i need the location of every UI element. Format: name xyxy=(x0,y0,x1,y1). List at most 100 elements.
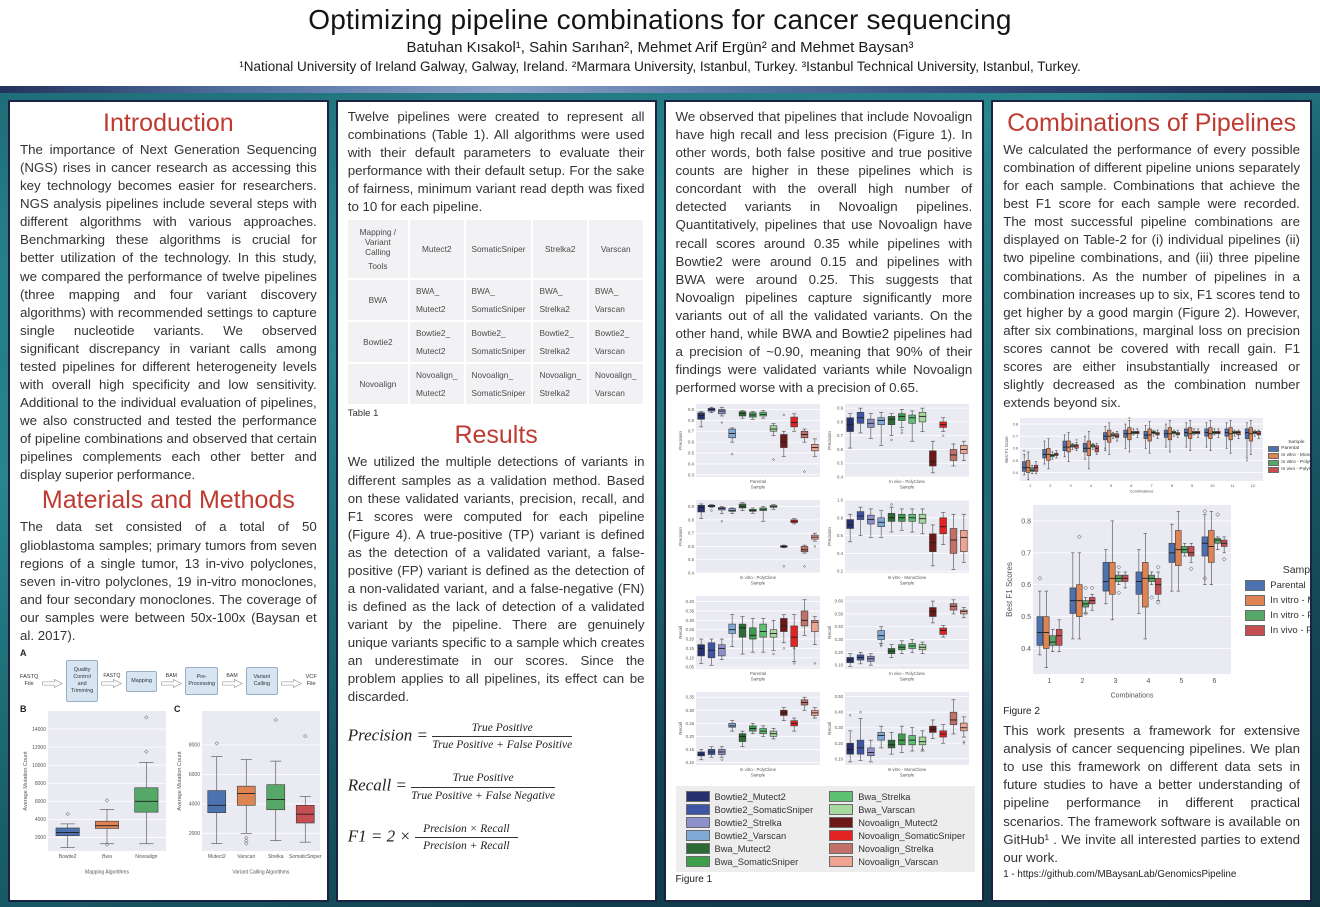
table-cell: BWA_ Varscan xyxy=(588,280,645,323)
equation: Recall = True Positive True Positive + Fa… xyxy=(348,771,645,803)
figure2-caption: Figure 2 xyxy=(1003,706,1040,718)
svg-text:0.40: 0.40 xyxy=(835,710,844,715)
flow-step: Mapping xyxy=(125,670,158,692)
table-header-cell: Varscan xyxy=(588,220,645,281)
svg-text:0.4: 0.4 xyxy=(837,475,844,480)
combinations-text: We calculated the performance of every p… xyxy=(1003,142,1300,411)
pipeline-legend-entry: Novoalign_Strelka xyxy=(829,843,965,855)
svg-text:0.20: 0.20 xyxy=(835,741,844,746)
svg-text:0.2: 0.2 xyxy=(837,569,844,574)
legend-label: Parental xyxy=(1281,446,1300,452)
legend-label: Bwa_Mutect2 xyxy=(714,843,771,854)
table-cell: Bowtie2_ Strelka2 xyxy=(533,322,589,365)
flow-arrow-icon: BAM xyxy=(159,672,183,689)
legend-label: Novoalign_SomaticSniper xyxy=(858,830,966,841)
table-row-label: Bowtie2 xyxy=(347,322,410,365)
svg-text:Recall: Recall xyxy=(678,722,683,735)
flow-input: FASTQ File xyxy=(20,674,39,688)
legend-label: Novoalign_Varscan xyxy=(858,856,939,867)
svg-text:0.10: 0.10 xyxy=(835,663,844,668)
legend-swatch xyxy=(1245,594,1266,606)
pipeline-flowchart: FASTQ File Quality Control and Trimming F… xyxy=(20,660,317,703)
pipeline-legend-entry: Bowtie2_Varscan xyxy=(685,830,814,842)
pipeline-legend-entry: Bwa_Strelka xyxy=(829,791,965,803)
legend-swatch xyxy=(1245,624,1266,636)
svg-text:0.20: 0.20 xyxy=(685,637,694,642)
table-cell: BWA_ SomaticSniper xyxy=(465,280,534,323)
equation-lhs: Precision = xyxy=(347,725,433,745)
svg-text:9: 9 xyxy=(1191,483,1193,488)
methods-text: The data set consisted of a total of 50 … xyxy=(20,519,317,643)
column-methods-results: Twelve pipelines were created to represe… xyxy=(335,100,657,902)
table-cell: Novoalign_ Strelka2 xyxy=(533,364,589,407)
table-row-label: BWA xyxy=(347,280,410,323)
svg-text:0.5: 0.5 xyxy=(688,451,695,456)
svg-text:0.6: 0.6 xyxy=(1022,582,1032,589)
flow-arrow-label: BAM xyxy=(165,672,177,679)
svg-text:Average Mutation Count: Average Mutation Count xyxy=(177,751,183,811)
table-cell: Novoalign_ Varscan xyxy=(588,364,645,407)
legend-label: Parental xyxy=(1270,579,1306,591)
fig1-subplot: 0.4 0.5 0.6 0.7 0.8 0.9 Precision In vitro - Po… xyxy=(676,496,823,591)
legend-label: Bowtie2_SomaticSniper xyxy=(714,804,814,815)
svg-text:Sample: Sample xyxy=(750,581,765,586)
legend-title: Sample xyxy=(1282,563,1311,576)
legend-label: In vivo - PolyClone xyxy=(1281,467,1312,473)
svg-text:Sample: Sample xyxy=(900,581,915,586)
svg-text:3: 3 xyxy=(1070,483,1072,488)
legend-label: Bowtie2_Varscan xyxy=(714,830,787,841)
poster-header: Optimizing pipeline combinations for can… xyxy=(0,0,1320,86)
column-figure1: We observed that pipelines that include … xyxy=(663,100,985,902)
svg-text:2: 2 xyxy=(1050,483,1052,488)
svg-text:0.6: 0.6 xyxy=(837,447,844,452)
svg-text:0.4: 0.4 xyxy=(688,571,695,576)
table-row-label: Novoalign xyxy=(347,364,410,407)
svg-text:0.25: 0.25 xyxy=(685,721,694,726)
svg-text:2000: 2000 xyxy=(35,835,46,841)
fig1-subplot: 0.05 0.10 0.15 0.20 0.25 0.30 0.35 0.40 Recall Pa… xyxy=(676,592,823,687)
fig1-subplot: 0.10 0.20 0.30 0.40 0.50 Recall In vitro - Mon… xyxy=(825,688,972,783)
svg-text:1: 1 xyxy=(1048,678,1052,685)
sample-legend-entry: Parental xyxy=(1268,445,1310,452)
figure2-top-boxplot: 0.4 0.5 0.6 0.7 0.8 Best F1 Score 1 2 3 4 5 6 7 8 9 10 1… xyxy=(1003,414,1265,499)
legend-swatch xyxy=(1268,452,1280,459)
table-cell: Novoalign_ SomaticSniper xyxy=(465,364,534,407)
legend-label: In vitro - PolyClone xyxy=(1281,460,1310,466)
svg-text:11: 11 xyxy=(1231,483,1235,488)
svg-text:6: 6 xyxy=(1131,483,1133,488)
table1-caption: Table 1 xyxy=(347,408,379,420)
svg-text:In vitro - PolyClone: In vitro - PolyClone xyxy=(739,575,776,580)
figure1-legend: Bowtie2_Mutect2 Bowtie2_SomaticSniper Bowt… xyxy=(675,786,976,873)
legend-title: Sample xyxy=(1288,439,1305,445)
legend-label: In vitro - PolyClone xyxy=(1270,609,1310,621)
svg-text:6000: 6000 xyxy=(35,799,46,805)
svg-text:12: 12 xyxy=(1251,483,1255,488)
figure2-bottom-legend: Sample Parental In vitro - MonoClone In vit… xyxy=(1245,563,1311,640)
fig1-subplot: 0.10 0.15 0.20 0.25 0.30 0.35 Recall In vitro -… xyxy=(676,688,823,783)
svg-text:0.7: 0.7 xyxy=(1013,434,1018,439)
pipeline-legend-entry: Novoalign_Mutect2 xyxy=(829,817,965,829)
table-cell: Bowtie2_ Varscan xyxy=(588,322,645,365)
svg-text:0.5: 0.5 xyxy=(1022,614,1032,621)
fig1-subplot: 0.4 0.5 0.6 0.7 0.8 0.9 Precision In vivo - Pol… xyxy=(825,400,972,495)
pipeline-legend-entry: Bowtie2_Mutect2 xyxy=(685,791,814,803)
table-header-cell: SomaticSniper xyxy=(465,220,534,281)
legend-swatch xyxy=(685,804,710,816)
svg-text:0.6: 0.6 xyxy=(1013,446,1018,451)
pipeline-legend-entry: Bowtie2_Strelka xyxy=(685,817,814,829)
legend-swatch xyxy=(829,830,854,842)
svg-text:0.9: 0.9 xyxy=(688,407,695,412)
svg-text:In vitro - MonoClone: In vitro - MonoClone xyxy=(888,575,927,580)
equation-fraction: Precision × Recall Precision + Recall xyxy=(415,822,518,854)
legend-swatch xyxy=(685,791,710,803)
svg-text:0.35: 0.35 xyxy=(685,695,694,700)
svg-text:In vivo - PolyClone: In vivo - PolyClone xyxy=(889,479,925,484)
svg-text:0.05: 0.05 xyxy=(685,665,694,670)
figure1-grid: 0.3 0.4 0.5 0.6 0.7 0.8 0.9 Precision Parental Sa… xyxy=(676,400,973,783)
legend-swatch xyxy=(1268,445,1280,452)
legend-swatch xyxy=(829,843,854,855)
legend-swatch xyxy=(829,817,854,829)
mapping-boxplot: 2000 4000 6000 8000 10000 12000 14000 Average M… xyxy=(20,705,170,880)
svg-text:0.20: 0.20 xyxy=(835,650,844,655)
